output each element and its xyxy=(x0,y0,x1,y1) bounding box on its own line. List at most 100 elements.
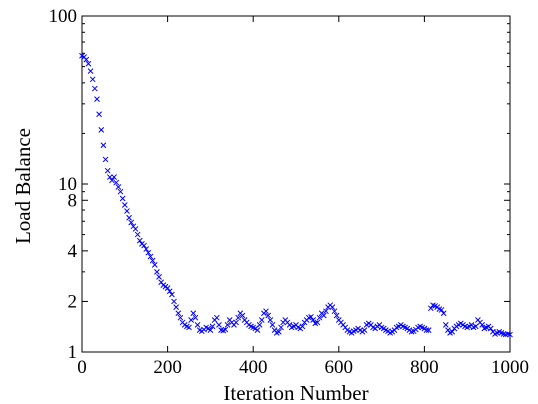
data-point xyxy=(192,314,199,321)
data-point xyxy=(132,226,139,232)
data-point xyxy=(254,327,261,333)
x-tick-label: 0 xyxy=(77,357,87,378)
data-point xyxy=(190,310,197,317)
data-point xyxy=(442,322,449,328)
data-point xyxy=(141,242,147,249)
data-point xyxy=(175,310,182,317)
data-point xyxy=(449,328,456,335)
y-tick-label: 1 xyxy=(68,342,78,363)
data-point xyxy=(329,304,336,310)
data-point xyxy=(209,323,216,330)
data-point xyxy=(222,326,229,333)
data-point xyxy=(117,188,124,195)
x-tick-label: 1000 xyxy=(491,357,529,378)
data-point xyxy=(233,319,239,326)
data-point xyxy=(126,214,132,221)
data-point xyxy=(143,246,150,252)
data-point xyxy=(427,305,434,312)
data-point xyxy=(83,56,90,63)
data-point xyxy=(314,319,321,326)
data-point xyxy=(207,327,214,333)
data-point xyxy=(177,314,184,321)
data-point xyxy=(310,317,316,323)
data-point xyxy=(149,257,156,264)
data-point xyxy=(169,291,175,298)
y-tick-label: 100 xyxy=(49,6,78,27)
data-point xyxy=(331,308,338,315)
data-point xyxy=(115,184,122,190)
data-point xyxy=(438,307,445,313)
data-point xyxy=(308,313,314,320)
data-point xyxy=(145,249,152,256)
data-point xyxy=(276,328,282,335)
data-point xyxy=(258,317,265,323)
data-point xyxy=(96,111,102,118)
data-point xyxy=(98,127,105,133)
data-point xyxy=(299,323,306,330)
data-point xyxy=(361,327,368,333)
data-point xyxy=(235,314,242,321)
data-point xyxy=(186,324,192,331)
data-point xyxy=(164,285,171,291)
data-point xyxy=(102,156,109,163)
data-point xyxy=(425,327,432,333)
data-point xyxy=(111,174,117,180)
data-marks xyxy=(79,52,513,338)
data-point xyxy=(213,314,220,321)
plot-frame xyxy=(81,15,511,353)
data-point xyxy=(278,324,284,331)
data-point xyxy=(256,322,263,328)
x-tick-label: 600 xyxy=(325,357,354,378)
data-point xyxy=(269,322,276,328)
data-point xyxy=(121,202,128,208)
x-tick-label: 800 xyxy=(410,357,439,378)
data-point xyxy=(267,317,274,323)
data-point xyxy=(100,142,107,149)
data-point xyxy=(128,219,135,226)
data-point xyxy=(423,327,430,333)
axis-ticks xyxy=(81,15,511,353)
data-point xyxy=(507,331,513,338)
data-point xyxy=(173,304,180,310)
data-point xyxy=(440,310,447,317)
x-tick-label: 200 xyxy=(153,357,182,378)
data-point xyxy=(166,288,173,295)
data-point xyxy=(134,231,141,238)
data-point xyxy=(119,195,126,202)
data-point xyxy=(154,268,160,275)
data-point xyxy=(194,322,201,328)
y-tick-label: 8 xyxy=(68,190,78,211)
data-point xyxy=(94,96,100,102)
data-point xyxy=(89,76,96,83)
x-axis-title: Iteration Number xyxy=(223,381,368,404)
data-point xyxy=(85,60,92,67)
y-tick-label: 2 xyxy=(68,291,78,312)
x-tick-label: 400 xyxy=(239,357,268,378)
data-point xyxy=(316,314,323,321)
data-point xyxy=(104,167,111,174)
data-point xyxy=(333,312,340,319)
data-point xyxy=(91,85,98,92)
data-point xyxy=(158,279,165,286)
tick-labels: 0 200 400 600 800 1000 1 2 4 810 100 xyxy=(49,6,530,378)
data-point xyxy=(113,179,120,186)
y-tick-label: 10 xyxy=(58,174,77,195)
data-point xyxy=(323,308,329,315)
data-point xyxy=(188,317,194,323)
data-point xyxy=(320,312,327,319)
data-point xyxy=(487,325,494,332)
y-tick-label: 4 xyxy=(68,241,78,262)
data-point xyxy=(263,308,269,315)
data-point xyxy=(136,237,143,244)
data-point xyxy=(109,177,115,184)
data-point xyxy=(239,312,246,319)
data-point xyxy=(156,274,162,280)
data-point xyxy=(106,174,113,180)
data-point xyxy=(479,322,486,328)
data-point xyxy=(216,322,222,328)
data-point xyxy=(265,312,272,319)
data-point xyxy=(171,298,177,305)
data-point xyxy=(147,253,154,260)
data-point xyxy=(224,322,231,328)
